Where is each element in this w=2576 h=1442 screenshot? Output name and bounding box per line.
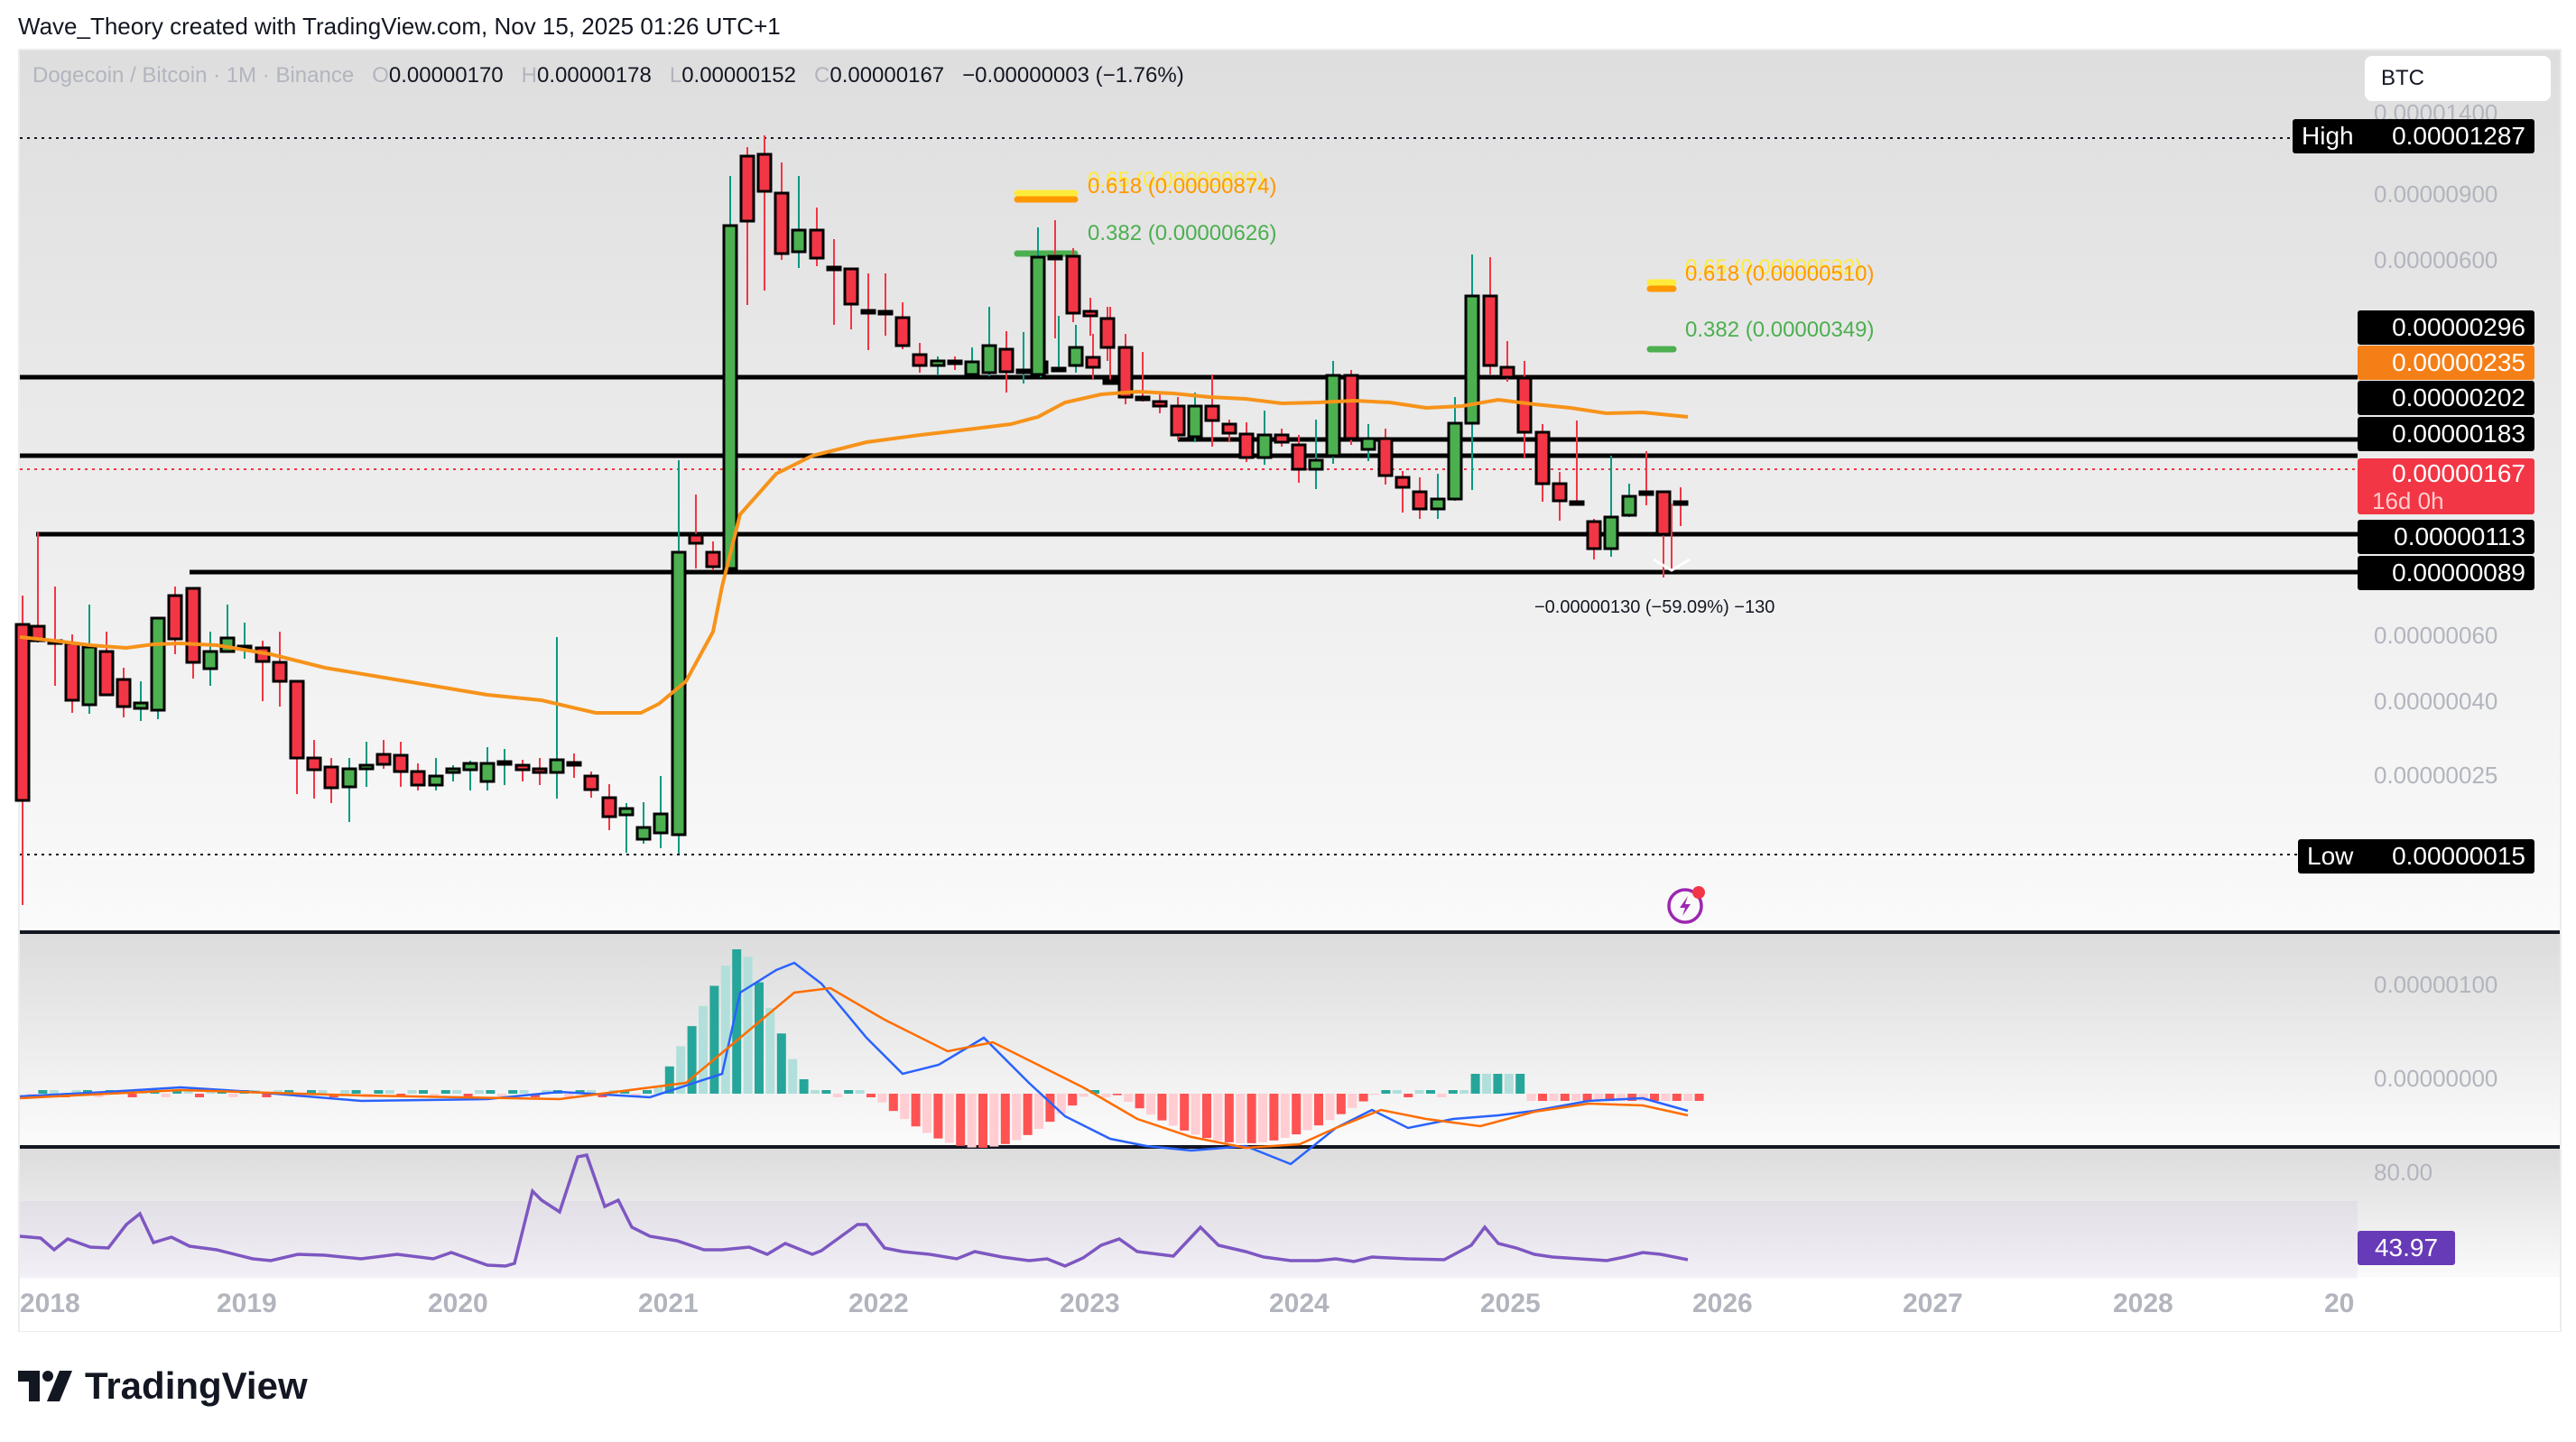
high-value: 0.00000178 [537, 63, 652, 88]
currency-select[interactable]: BTC [2365, 56, 2551, 101]
fib-level-label: 0.618 (0.00000510) [1685, 262, 1875, 286]
macd-tick-label: 0.00000000 [2374, 1065, 2498, 1092]
year-label: 2028 [2113, 1289, 2173, 1318]
symbol-legend: Dogecoin / Bitcoin · 1M · Binance O0.000… [32, 63, 1184, 88]
price-level-tag: 0.00000089 [2358, 556, 2534, 590]
year-label: 2022 [848, 1289, 909, 1318]
price-tick-label: 0.00000040 [2374, 688, 2498, 715]
tradingview-logo[interactable]: TradingView [18, 1364, 308, 1408]
year-label: 2021 [638, 1289, 699, 1318]
price-tick-label: 0.00000900 [2374, 180, 2498, 208]
tradingview-logo-icon [18, 1371, 72, 1401]
symbol-name[interactable]: Dogecoin / Bitcoin · 1M · Binance [32, 63, 355, 88]
lightning-alert-icon[interactable] [1665, 883, 1709, 930]
high-tag-name: High [2293, 119, 2363, 153]
low-value: 0.00000152 [681, 63, 796, 88]
low-tag-name: Low [2298, 839, 2363, 874]
price-level-tag: 0.00000202 [2358, 381, 2534, 415]
close-value: 0.00000167 [829, 63, 945, 88]
year-label: 2020 [428, 1289, 488, 1318]
price-tick-label: 0.00000060 [2374, 622, 2498, 649]
last-price-tag: 0.00000167 16d 0h [2358, 458, 2534, 514]
open-label: O [372, 63, 389, 88]
price-level-tag: 0.00000235 [2358, 346, 2534, 380]
high-label: H [521, 63, 538, 88]
price-level-tag: 0.00000113 [2358, 520, 2534, 554]
fib-level-label: 0.65 (0.00000909) [1088, 168, 1265, 192]
last-price-value: 0.00000167 [2392, 459, 2525, 487]
change-value: −0.00000003 (−1.76%) [962, 63, 1184, 88]
macd-tick-label: 0.00000100 [2374, 971, 2498, 998]
price-level-tag: 0.00000296 [2358, 310, 2534, 345]
fib-level-label: 0.382 (0.00000626) [1088, 221, 1277, 245]
year-label: 2025 [1480, 1289, 1541, 1318]
low-label: L [669, 63, 682, 88]
macd-pane[interactable] [20, 930, 2560, 1145]
rsi-tick-label: 80.00 [2374, 1159, 2433, 1186]
time-axis[interactable] [20, 1277, 2560, 1331]
bar-countdown: 16d 0h [2372, 487, 2444, 514]
year-label: 2018 [20, 1289, 80, 1318]
price-level-tag: 0.00000183 [2358, 417, 2534, 451]
chart-credit: Wave_Theory created with TradingView.com… [18, 13, 781, 40]
open-value: 0.00000170 [388, 63, 504, 88]
rsi-value-tag: 43.97 [2358, 1231, 2455, 1265]
price-tick-label: 0.00000025 [2374, 762, 2498, 789]
high-tag-value: 0.00001287 [2358, 119, 2534, 153]
fib-level-label: 0.65 (0.00000532) [1685, 255, 1863, 280]
rsi-pane[interactable] [20, 1145, 2560, 1280]
fib-level-label: 0.382 (0.00000349) [1685, 318, 1875, 342]
tradingview-logo-text: TradingView [85, 1364, 308, 1407]
low-tag-value: 0.00000015 [2358, 839, 2534, 874]
year-label: 2024 [1269, 1289, 1330, 1318]
year-label: 2027 [1903, 1289, 1963, 1318]
measurement-label: −0.00000130 (−59.09%) −130 [1534, 597, 1775, 617]
close-label: C [814, 63, 830, 88]
price-tick-label: 0.00000600 [2374, 246, 2498, 273]
year-label: 2026 [1692, 1289, 1753, 1318]
fib-level-label: 0.618 (0.00000874) [1088, 174, 1277, 199]
year-label: 2019 [217, 1289, 277, 1318]
year-label: 2023 [1060, 1289, 1120, 1318]
year-label: 20 [2324, 1289, 2355, 1318]
